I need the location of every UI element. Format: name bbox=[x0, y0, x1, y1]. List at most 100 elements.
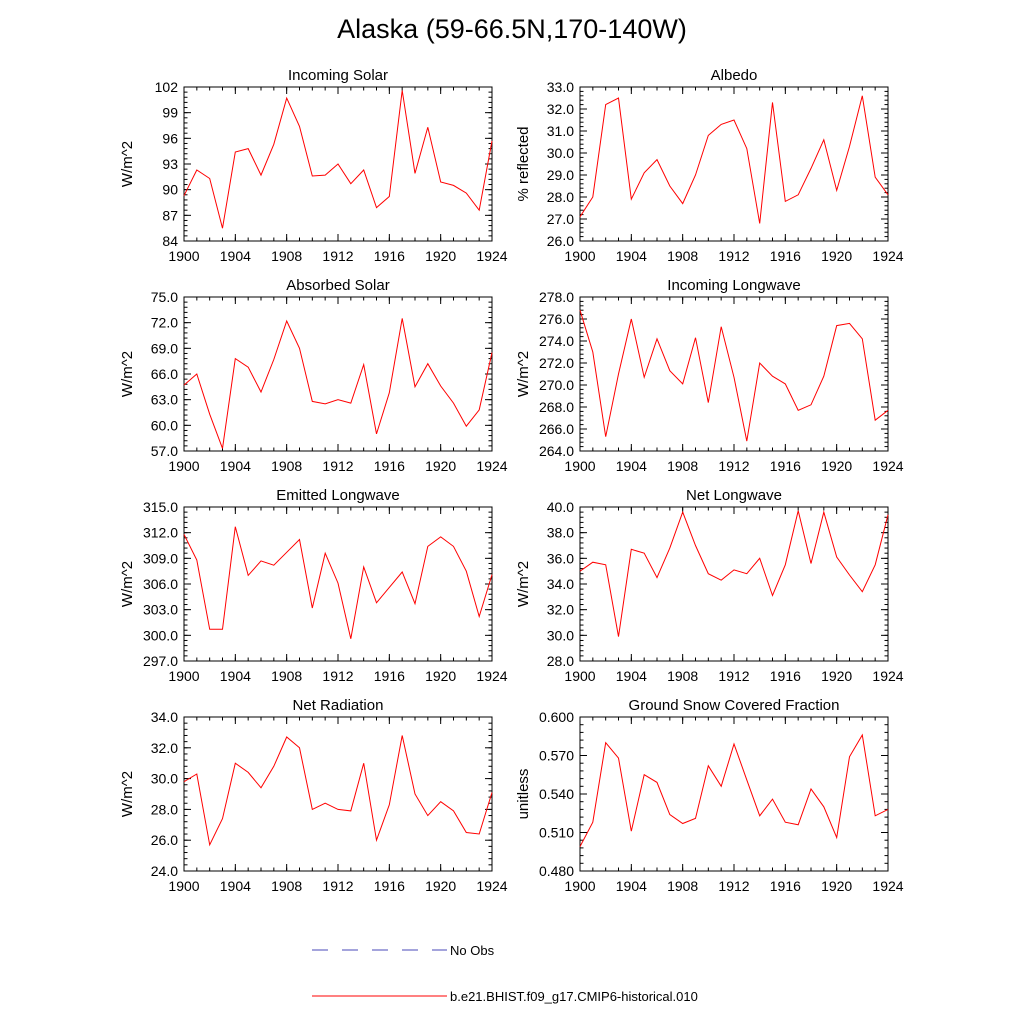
x-tick-label: 1920 bbox=[821, 458, 852, 474]
y-tick-label: 33.0 bbox=[547, 79, 574, 95]
y-tick-label: 264.0 bbox=[539, 443, 574, 459]
chart-panel-2: Albedo % reflected 1900 1904 1908 1912 1916 192… bbox=[515, 67, 904, 264]
x-tick-label: 1908 bbox=[271, 668, 302, 684]
panel-title: Net Radiation bbox=[293, 697, 384, 714]
x-tick-label: 1904 bbox=[220, 458, 251, 474]
y-axis-label: W/m^2 bbox=[119, 351, 136, 397]
y-tick-label: 31.0 bbox=[547, 123, 574, 139]
series-line bbox=[183, 318, 493, 449]
y-tick-label: 40.0 bbox=[547, 499, 574, 515]
y-tick-label: 24.0 bbox=[151, 863, 178, 879]
y-tick-label: 278.0 bbox=[539, 289, 574, 305]
x-tick-label: 1900 bbox=[168, 668, 199, 684]
panel-title: Absorbed Solar bbox=[286, 277, 389, 294]
y-tick-label: 26.0 bbox=[547, 233, 574, 249]
panel-title: Incoming Longwave bbox=[667, 277, 800, 294]
x-tick-label: 1900 bbox=[564, 878, 595, 894]
y-tick-label: 90 bbox=[162, 182, 178, 198]
x-tick-label: 1920 bbox=[821, 878, 852, 894]
series-line bbox=[183, 735, 493, 847]
y-tick-label: 26.0 bbox=[151, 832, 178, 848]
chart-panel-6: Net Longwave W/m^2 1900 1904 1908 1912 1916 192… bbox=[515, 487, 904, 684]
y-axis-label: unitless bbox=[515, 769, 532, 820]
y-tick-label: 30.0 bbox=[151, 771, 178, 787]
x-tick-label: 1924 bbox=[872, 248, 903, 264]
x-tick-label: 1924 bbox=[476, 878, 507, 894]
y-tick-label: 266.0 bbox=[539, 421, 574, 437]
y-axis-label: W/m^2 bbox=[119, 141, 136, 187]
x-tick-label: 1912 bbox=[718, 458, 749, 474]
legend-item-2: b.e21.BHIST.f09_g17.CMIP6-historical.010 bbox=[312, 989, 698, 1004]
x-tick-label: 1900 bbox=[564, 458, 595, 474]
chart-panel-7: Net Radiation W/m^2 1900 1904 1908 1912 1916 19… bbox=[119, 697, 508, 894]
x-tick-label: 1912 bbox=[718, 248, 749, 264]
series-line bbox=[183, 90, 493, 229]
y-tick-label: 0.480 bbox=[539, 863, 574, 879]
y-tick-label: 306.0 bbox=[143, 576, 178, 592]
y-tick-label: 272.0 bbox=[539, 355, 574, 371]
y-tick-label: 34.0 bbox=[151, 709, 178, 725]
y-tick-label: 102 bbox=[155, 79, 179, 95]
x-tick-label: 1912 bbox=[322, 458, 353, 474]
x-tick-label: 1916 bbox=[374, 878, 405, 894]
y-tick-label: 60.0 bbox=[151, 417, 178, 433]
x-tick-label: 1920 bbox=[425, 458, 456, 474]
y-tick-label: 66.0 bbox=[151, 366, 178, 382]
chart-panel-8: Ground Snow Covered Fraction unitless 1900… bbox=[515, 697, 904, 894]
x-tick-label: 1900 bbox=[168, 878, 199, 894]
y-tick-label: 0.570 bbox=[539, 748, 574, 764]
y-tick-label: 274.0 bbox=[539, 333, 574, 349]
y-tick-label: 38.0 bbox=[547, 525, 574, 541]
y-tick-label: 32.0 bbox=[547, 101, 574, 117]
y-axis-label: W/m^2 bbox=[119, 561, 136, 607]
y-axis-label: W/m^2 bbox=[119, 771, 136, 817]
chart-panel-4: Incoming Longwave W/m^2 1900 1904 1908 1912 19… bbox=[515, 277, 904, 474]
x-tick-label: 1904 bbox=[616, 248, 647, 264]
panel-title: Emitted Longwave bbox=[276, 487, 399, 504]
x-tick-label: 1924 bbox=[476, 668, 507, 684]
y-tick-label: 28.0 bbox=[547, 653, 574, 669]
panel-title: Ground Snow Covered Fraction bbox=[629, 697, 840, 714]
x-tick-label: 1912 bbox=[322, 878, 353, 894]
x-tick-label: 1916 bbox=[770, 458, 801, 474]
x-tick-label: 1908 bbox=[271, 248, 302, 264]
x-tick-label: 1904 bbox=[220, 248, 251, 264]
x-tick-label: 1912 bbox=[718, 668, 749, 684]
y-tick-label: 276.0 bbox=[539, 311, 574, 327]
y-tick-label: 30.0 bbox=[547, 145, 574, 161]
y-tick-label: 84 bbox=[162, 233, 178, 249]
x-tick-label: 1900 bbox=[564, 248, 595, 264]
y-tick-label: 315.0 bbox=[143, 499, 178, 515]
panel-title: Incoming Solar bbox=[288, 67, 388, 84]
x-tick-label: 1908 bbox=[667, 458, 698, 474]
y-tick-label: 57.0 bbox=[151, 443, 178, 459]
x-tick-label: 1904 bbox=[616, 668, 647, 684]
y-tick-label: 87 bbox=[162, 207, 178, 223]
y-tick-label: 0.600 bbox=[539, 709, 574, 725]
y-tick-label: 99 bbox=[162, 105, 178, 121]
x-tick-label: 1900 bbox=[168, 248, 199, 264]
y-tick-label: 69.0 bbox=[151, 340, 178, 356]
legend-item-1: No Obs bbox=[312, 943, 495, 958]
x-tick-label: 1904 bbox=[220, 668, 251, 684]
x-tick-label: 1920 bbox=[821, 248, 852, 264]
panel-title: Net Longwave bbox=[686, 487, 782, 504]
x-tick-label: 1920 bbox=[821, 668, 852, 684]
y-axis-label: % reflected bbox=[515, 126, 532, 201]
y-tick-label: 300.0 bbox=[143, 627, 178, 643]
y-tick-label: 297.0 bbox=[143, 653, 178, 669]
y-tick-label: 268.0 bbox=[539, 399, 574, 415]
y-axis-label: W/m^2 bbox=[515, 351, 532, 397]
panel-title: Albedo bbox=[711, 67, 758, 84]
x-tick-label: 1912 bbox=[718, 878, 749, 894]
y-tick-label: 72.0 bbox=[151, 315, 178, 331]
x-tick-label: 1924 bbox=[476, 248, 507, 264]
x-tick-label: 1916 bbox=[374, 248, 405, 264]
series-line bbox=[579, 733, 889, 847]
x-tick-label: 1924 bbox=[476, 458, 507, 474]
y-tick-label: 63.0 bbox=[151, 392, 178, 408]
x-tick-label: 1904 bbox=[616, 878, 647, 894]
x-tick-label: 1912 bbox=[322, 668, 353, 684]
x-tick-label: 1916 bbox=[770, 668, 801, 684]
